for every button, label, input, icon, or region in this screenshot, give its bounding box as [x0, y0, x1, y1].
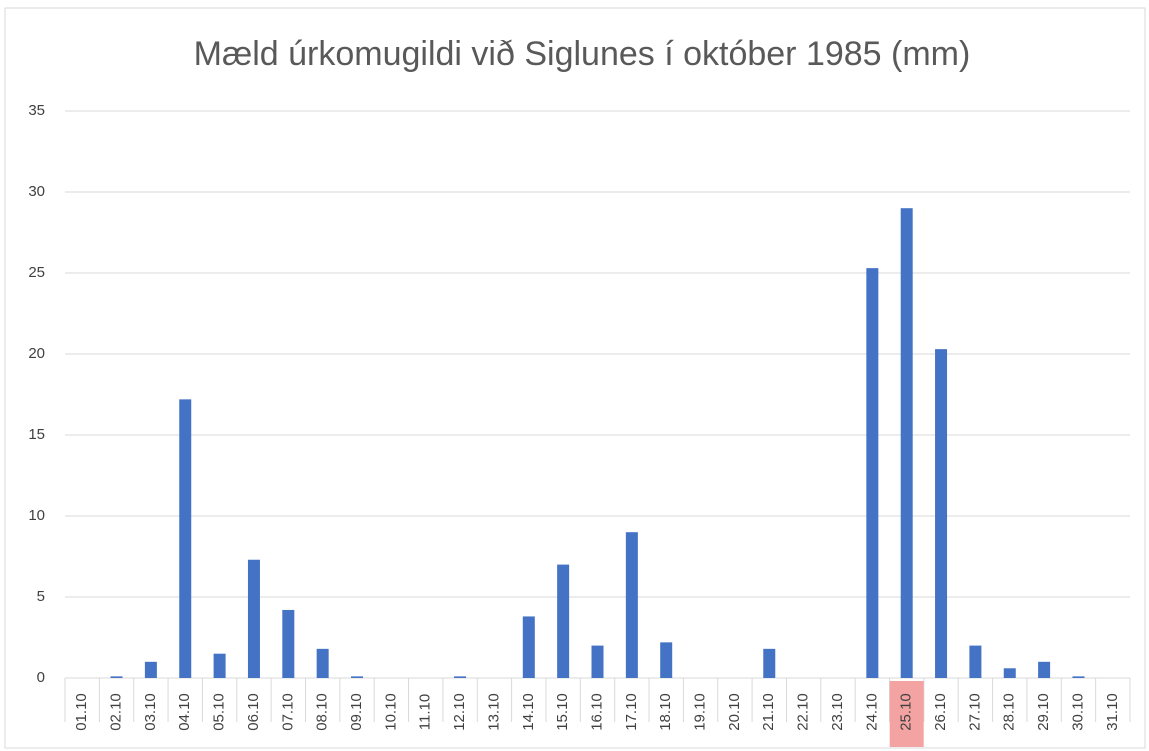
x-tick-label: 31.10	[1104, 693, 1121, 731]
x-tick-label: 28.10	[1001, 693, 1018, 731]
x-tick-label: 08.10	[314, 693, 331, 731]
label-highlight	[889, 681, 924, 747]
x-tick-label: 06.10	[245, 693, 262, 731]
x-tick-label: 17.10	[623, 693, 640, 731]
x-tick-label: 04.10	[176, 693, 193, 731]
x-tick-label: 19.10	[692, 693, 709, 731]
x-tick-label: 07.10	[279, 693, 296, 731]
bar	[557, 564, 570, 678]
bar	[179, 399, 192, 678]
x-tick-label: 14.10	[520, 693, 537, 731]
y-tick-label: 20	[28, 345, 45, 362]
x-tick-label: 22.10	[795, 693, 812, 731]
chart-title: Mæld úrkomugildi við Siglunes í október …	[194, 35, 971, 73]
x-tick-label: 03.10	[142, 693, 159, 731]
x-tick-label: 10.10	[382, 693, 399, 731]
x-tick-label: 18.10	[657, 693, 674, 731]
x-tick-label: 02.10	[108, 693, 125, 731]
x-tick-label: 20.10	[726, 693, 743, 731]
bar	[351, 676, 364, 678]
bar	[522, 616, 535, 678]
x-tick-label: 12.10	[451, 693, 468, 731]
bar	[110, 676, 123, 678]
y-tick-label: 5	[37, 588, 45, 605]
x-tick-label: 27.10	[966, 693, 983, 731]
y-tick-label: 25	[28, 264, 45, 281]
x-tick-label: 23.10	[829, 693, 846, 731]
x-tick-label: 01.10	[73, 693, 90, 731]
bar	[1038, 661, 1051, 678]
bar	[282, 609, 295, 678]
bar	[1072, 676, 1085, 678]
chart-border	[4, 7, 1146, 749]
bar	[144, 661, 157, 678]
bar	[247, 559, 260, 678]
x-tick-label: 25.10	[898, 693, 915, 731]
y-tick-label: 30	[28, 183, 45, 200]
bar	[454, 676, 467, 678]
y-tick-label: 15	[28, 426, 45, 443]
x-tick-label: 11.10	[417, 694, 434, 730]
bar	[935, 349, 948, 678]
x-tick-label: 16.10	[588, 693, 605, 731]
x-tick-label: 24.10	[863, 693, 880, 731]
bar	[625, 532, 638, 678]
x-tick-label: 26.10	[932, 693, 949, 731]
y-tick-label: 0	[37, 669, 45, 686]
bar	[763, 648, 776, 678]
bar	[316, 648, 329, 678]
x-tick-label: 09.10	[348, 693, 365, 731]
x-tick-label: 13.10	[485, 693, 502, 731]
x-tick-label: 15.10	[554, 693, 571, 731]
y-tick-label: 35	[28, 102, 45, 119]
bar	[591, 645, 604, 678]
x-tick-label: 21.10	[760, 693, 777, 731]
bar	[1003, 668, 1016, 678]
y-tick-label: 10	[28, 507, 45, 524]
bar	[969, 645, 982, 678]
x-tick-label: 30.10	[1069, 693, 1086, 731]
bar	[866, 268, 879, 678]
bar	[213, 653, 226, 678]
x-tick-label: 05.10	[211, 693, 228, 731]
bar	[660, 642, 673, 678]
bar	[900, 208, 913, 678]
x-tick-label: 29.10	[1035, 693, 1052, 731]
